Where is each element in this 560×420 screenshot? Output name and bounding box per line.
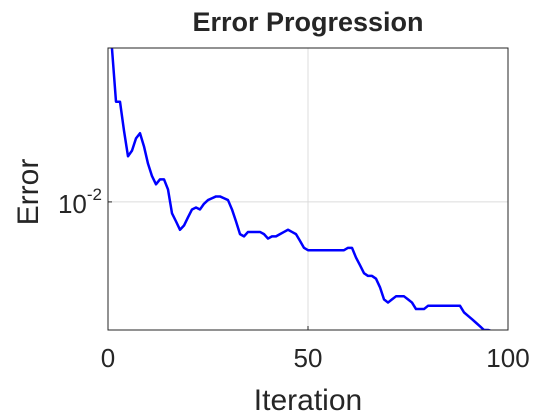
y-tick-label: 10-2 xyxy=(58,185,102,218)
x-tick-label: 0 xyxy=(101,343,115,373)
data-line xyxy=(110,48,496,330)
x-axis-label: Iteration xyxy=(254,384,362,417)
y-axis-label: Error xyxy=(12,159,45,226)
x-tick-label: 50 xyxy=(294,343,323,373)
series-group xyxy=(110,48,496,330)
x-tick-label: 100 xyxy=(486,343,529,373)
chart-title: Error Progression xyxy=(192,7,423,37)
